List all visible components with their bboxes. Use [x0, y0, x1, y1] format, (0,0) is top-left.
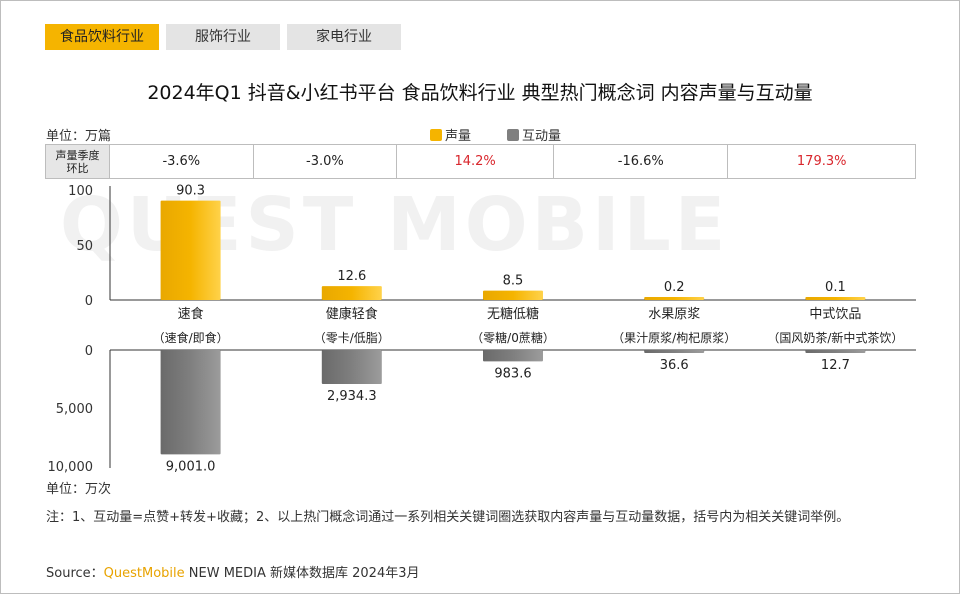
- interaction-tick-label: 0: [85, 344, 93, 359]
- volume-bar: [644, 297, 705, 300]
- volume-tick-label: 100: [68, 184, 93, 199]
- tab-food-beverage[interactable]: 食品饮料行业: [45, 24, 159, 50]
- interaction-data-label: 36.6: [660, 358, 689, 373]
- legend-item-interaction: 互动量: [507, 125, 561, 144]
- qoq-table: 声量季度环比 -3.6% -3.0% 14.2% -16.6% 179.3%: [45, 144, 916, 179]
- volume-data-label: 0.1: [825, 280, 846, 295]
- unit-volume: 单位：万篇: [46, 129, 112, 144]
- volume-bar: [160, 200, 221, 300]
- unit-interaction: 单位：万次: [46, 482, 112, 497]
- legend-item-volume: 声量: [430, 125, 471, 144]
- interaction-data-label: 12.7: [821, 358, 850, 373]
- category-examples: （果汁原浆/枸杞原浆）: [612, 330, 736, 345]
- interaction-data-label: 9,001.0: [166, 459, 216, 474]
- industry-tabs: 食品饮料行业 服饰行业 家电行业: [45, 24, 401, 50]
- interaction-bar: [644, 350, 705, 353]
- category-examples: （零卡/低脂）: [314, 330, 390, 345]
- legend-swatch-interaction: [507, 128, 520, 141]
- interaction-tick-label: 10,000: [48, 460, 94, 475]
- category-label: 无糖低糖: [487, 306, 539, 322]
- source-brand: QuestMobile: [103, 566, 185, 581]
- source-rest: NEW MEDIA 新媒体数据库 2024年3月: [184, 566, 420, 581]
- volume-data-label: 8.5: [503, 274, 524, 289]
- source-prefix: Source：: [46, 566, 104, 581]
- category-examples: （零糖/0蔗糖）: [471, 330, 555, 345]
- volume-data-label: 90.3: [176, 184, 205, 199]
- qoq-row: 声量季度环比 -3.6% -3.0% 14.2% -16.6% 179.3%: [45, 144, 916, 179]
- category-label: 健康轻食: [326, 306, 378, 322]
- chart-title: 2024年Q1 抖音&小红书平台 食品饮料行业 典型热门概念词 内容声量与互动量: [147, 82, 813, 104]
- interaction-bar: [321, 350, 382, 385]
- interaction-data-label: 2,934.3: [327, 389, 377, 404]
- interaction-data-label: 983.6: [494, 366, 531, 381]
- tab-apparel[interactable]: 服饰行业: [166, 24, 280, 50]
- qoq-cell-4: 179.3%: [727, 144, 916, 179]
- qoq-cell-2: 14.2%: [396, 144, 555, 179]
- legend-label-volume: 声量: [445, 129, 472, 144]
- volume-bar: [321, 286, 382, 300]
- legend-label-interaction: 互动量: [522, 129, 562, 144]
- interaction-bar: [805, 350, 866, 353]
- footnote: 注：1、互动量=点赞+转发+收藏；2、以上热门概念词通过一系列相关关键词圈选获取…: [46, 510, 850, 525]
- tab-appliance[interactable]: 家电行业: [287, 24, 401, 50]
- volume-tick-label: 50: [76, 239, 93, 254]
- volume-bar: [483, 290, 543, 300]
- legend: 声量 互动量: [430, 125, 597, 144]
- qoq-cell-1: -3.0%: [252, 144, 398, 179]
- category-label: 中式饮品: [809, 307, 861, 322]
- category-examples: （国风奶茶/新中式茶饮）: [767, 330, 903, 345]
- interaction-bar: [160, 350, 221, 455]
- volume-bar: [805, 297, 866, 300]
- qoq-header-text: 声量季度环比: [55, 148, 100, 175]
- source-line: Source：QuestMobile NEW MEDIA 新媒体数据库 2024…: [46, 562, 420, 581]
- volume-tick-label: 0: [85, 294, 93, 309]
- category-label: 水果原浆: [648, 307, 700, 322]
- volume-data-label: 0.2: [664, 280, 685, 295]
- qoq-header: 声量季度环比: [45, 144, 110, 179]
- qoq-cell-0: -3.6%: [109, 144, 254, 179]
- legend-swatch-volume: [430, 128, 442, 141]
- interaction-tick-label: 5,000: [56, 402, 93, 417]
- category-label: 速食: [178, 306, 204, 322]
- category-examples: （速食/即食）: [153, 330, 229, 345]
- interaction-bar: [483, 350, 543, 362]
- volume-data-label: 12.6: [337, 269, 366, 284]
- qoq-cell-3: -16.6%: [553, 144, 729, 179]
